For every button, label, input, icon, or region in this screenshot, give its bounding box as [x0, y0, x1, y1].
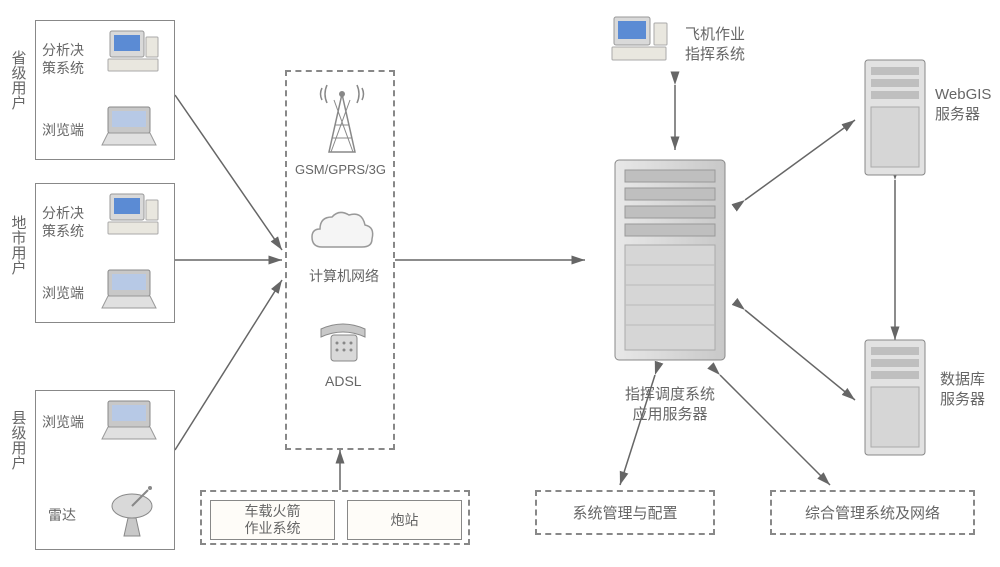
analysis-label-2: 分析决 策系统: [42, 204, 84, 240]
gsm-label: GSM/GPRS/3G: [295, 162, 386, 179]
radar-icon: [106, 486, 166, 545]
sysmgmt-box: 系统管理与配置: [535, 490, 715, 535]
desktop-icon: [106, 192, 161, 241]
server-main-icon: [595, 150, 745, 384]
analysis-label: 分析决 策系统: [42, 41, 84, 77]
cannon-box: 炮站: [347, 500, 462, 540]
mgmt-label: 综合管理系统及网络: [805, 502, 940, 523]
adsl-label: ADSL: [325, 372, 362, 390]
browser-label: 浏览端: [42, 121, 84, 139]
dispatch-label: 指挥调度系统 应用服务器: [625, 385, 715, 424]
mgmt-box: 综合管理系统及网络: [770, 490, 975, 535]
server-webgis-icon: [855, 55, 935, 189]
db-label: 数据库 服务器: [940, 370, 985, 409]
desktop-icon: [106, 29, 161, 78]
sysmgmt-label: 系统管理与配置: [572, 502, 677, 523]
client-box-city: 分析决 策系统 浏览端: [35, 183, 175, 323]
user-province-label: 省级用户: [8, 50, 28, 110]
diagram-canvas: 省级用户 地市用户 县级用户 分析决 策系统 浏览端 分析决 策系统 浏览端 浏…: [0, 0, 1000, 567]
radar-label: 雷达: [48, 506, 76, 524]
network-box: GSM/GPRS/3G 计算机网络 ADSL: [285, 70, 395, 450]
desktop-icon-aircraft: [610, 15, 670, 69]
client-box-province: 分析决 策系统 浏览端: [35, 20, 175, 160]
tower-icon: [317, 80, 367, 159]
vehicle-box: 车载火箭 作业系统: [210, 500, 335, 540]
ground-box: 车载火箭 作业系统 炮站: [200, 490, 470, 545]
cloud-icon: [307, 207, 377, 266]
user-city-label: 地市用户: [8, 215, 28, 275]
net-label: 计算机网络: [309, 267, 379, 285]
browser-label-3: 浏览端: [42, 413, 84, 431]
laptop-icon: [98, 397, 163, 446]
laptop-icon: [98, 103, 163, 152]
server-db-icon: [855, 335, 935, 469]
phone-icon: [317, 317, 372, 371]
browser-label-2: 浏览端: [42, 284, 84, 302]
client-box-county: 浏览端 雷达: [35, 390, 175, 550]
webgis-label: WebGIS 服务器: [935, 85, 991, 124]
user-county-label: 县级用户: [8, 410, 28, 470]
aircraft-label: 飞机作业 指挥系统: [685, 25, 745, 64]
laptop-icon: [98, 266, 163, 315]
